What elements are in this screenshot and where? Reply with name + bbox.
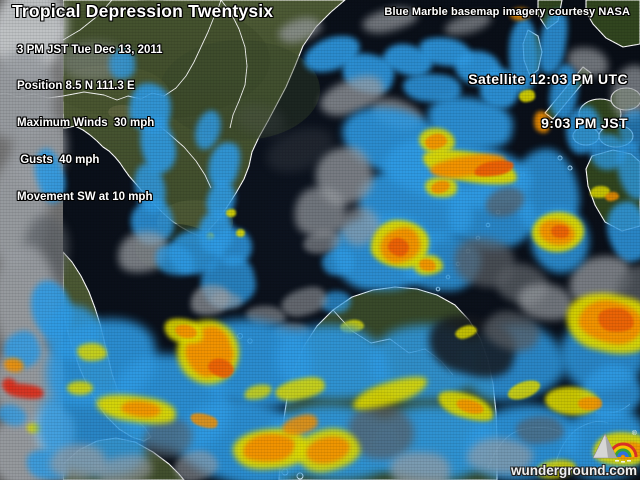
basemap-credit: Blue Marble basemap imagery courtesy NAS…: [384, 6, 630, 18]
mountain-icon: [593, 433, 618, 459]
precip-blob: [275, 13, 325, 47]
precip-blob: [278, 283, 330, 321]
storm-title: Tropical Depression Twentysix: [12, 1, 274, 21]
precip-blob: [577, 396, 603, 410]
wunderground-logo: ®: [593, 429, 638, 463]
precip-blob: [225, 208, 237, 218]
precip-blob: [321, 248, 355, 276]
precip-blob: [67, 381, 93, 395]
logo-ticks: [615, 460, 631, 463]
registered-mark: ®: [632, 429, 637, 437]
storm-movement: Movement SW at 10 mph: [17, 191, 153, 204]
satellite-timestamp: Satellite 12:03 PM UTC 9:03 PM JST: [468, 42, 628, 160]
land-philippines-ne: [585, 0, 640, 48]
precip-blob: [231, 98, 289, 142]
storm-max-winds: Maximum Winds 30 mph: [17, 117, 155, 130]
precip-blob: [235, 228, 245, 238]
watermark-text: wunderground.com: [511, 463, 637, 478]
storm-datetime: 3 PM JST Tue Dec 13, 2011: [17, 43, 163, 56]
storm-position: Position 8.5 N 111.3 E: [17, 80, 135, 93]
satellite-time-utc: Satellite 12:03 PM UTC: [468, 70, 628, 87]
satellite-time-jst: 9:03 PM JST: [541, 114, 628, 131]
storm-info-panel: 3 PM JST Tue Dec 13, 2011 Position 8.5 N…: [17, 19, 163, 228]
storm-gusts: Gusts 40 mph: [17, 154, 100, 167]
